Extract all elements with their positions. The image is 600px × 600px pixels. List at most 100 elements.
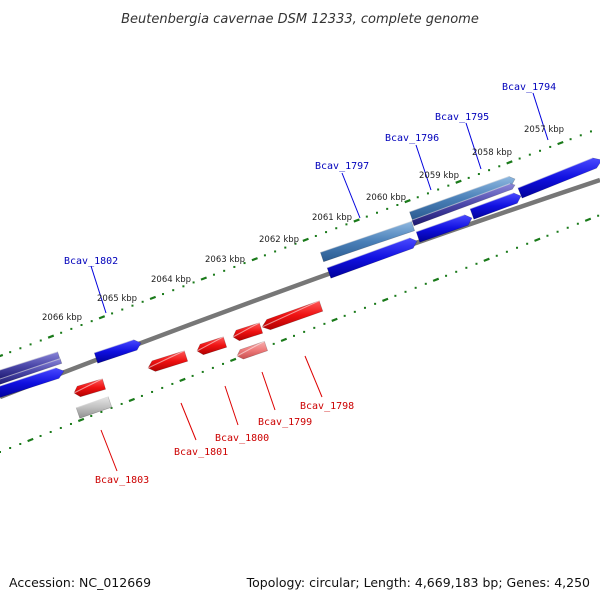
gene-bcav-1800[interactable] xyxy=(196,336,228,356)
minor-tick xyxy=(211,366,214,369)
major-tick xyxy=(382,297,389,302)
major-tick xyxy=(98,315,106,320)
minor-tick xyxy=(233,265,236,268)
minor-tick xyxy=(303,330,306,333)
leader-line xyxy=(304,355,323,398)
gene-bcav-1803-pseudo[interactable] xyxy=(75,396,113,419)
minor-tick xyxy=(161,386,164,389)
minor-tick xyxy=(90,320,93,323)
gene-bcav-1795[interactable] xyxy=(469,192,522,220)
minor-tick xyxy=(566,226,569,229)
gene-bcav-1798[interactable] xyxy=(261,300,324,331)
minor-tick xyxy=(222,362,225,365)
major-tick xyxy=(27,437,34,443)
major-tick xyxy=(128,397,135,403)
upper-scale-ticks xyxy=(0,130,592,358)
gene-label-bcav-1798[interactable]: Bcav_1798 xyxy=(300,401,354,412)
minor-tick xyxy=(191,374,194,377)
minor-tick xyxy=(526,242,529,245)
gene-bcav-1799-a[interactable] xyxy=(232,322,264,342)
leader-line xyxy=(90,265,107,314)
major-tick xyxy=(0,353,4,358)
minor-tick xyxy=(263,254,266,257)
minor-tick xyxy=(437,188,440,191)
minor-tick xyxy=(140,394,143,397)
label-leader-lines xyxy=(90,92,549,472)
leader-line xyxy=(224,385,239,426)
major-tick xyxy=(455,179,462,184)
minor-tick xyxy=(488,169,491,172)
leader-line xyxy=(180,402,197,441)
scale-label: 2059 kbp xyxy=(419,171,459,181)
gene-label-bcav-1797[interactable]: Bcav_1797 xyxy=(315,161,369,172)
minor-tick xyxy=(465,266,468,269)
gene-bcav-1796[interactable] xyxy=(415,214,473,243)
minor-tick xyxy=(467,176,470,179)
major-tick xyxy=(179,377,186,383)
minor-tick xyxy=(19,442,22,445)
gene-label-bcav-1802[interactable]: Bcav_1802 xyxy=(64,256,118,267)
minor-tick xyxy=(447,184,450,187)
gene-label-bcav-1796[interactable]: Bcav_1796 xyxy=(385,133,439,144)
major-tick xyxy=(149,295,157,301)
minor-tick xyxy=(111,312,114,315)
minor-tick xyxy=(243,262,246,265)
scale-label: 2057 kbp xyxy=(524,125,564,135)
minor-tick xyxy=(60,331,63,334)
gene-bcav-1803[interactable] xyxy=(73,378,106,398)
minor-tick xyxy=(505,250,508,253)
minor-tick xyxy=(39,339,42,342)
gene-left-overlay-dark[interactable] xyxy=(0,358,63,386)
scale-labels: 2057 kbp 2058 kbp 2059 kbp 2060 kbp 2061… xyxy=(42,125,564,323)
leader-line xyxy=(341,172,361,219)
minor-tick xyxy=(546,234,549,237)
gene-bcav-1794[interactable] xyxy=(517,157,600,199)
gene-label-bcav-1795[interactable]: Bcav_1795 xyxy=(435,112,489,123)
minor-tick xyxy=(528,153,531,156)
gene-bcav-1797[interactable] xyxy=(326,237,418,279)
minor-tick xyxy=(424,282,427,285)
minor-tick xyxy=(516,246,519,249)
gene-bcav-1797-overlay[interactable] xyxy=(320,220,415,263)
minor-tick xyxy=(120,402,123,405)
scale-label: 2065 kbp xyxy=(97,294,137,304)
gene-bcav-1801[interactable] xyxy=(147,350,189,372)
scale-label: 2062 kbp xyxy=(259,235,299,245)
scale-label: 2061 kbp xyxy=(312,213,352,223)
minor-tick xyxy=(182,285,185,288)
minor-tick xyxy=(365,215,368,218)
gene-bcav-1802[interactable] xyxy=(93,339,142,364)
minor-tick xyxy=(345,223,348,226)
gene-bcav-1795-overlay[interactable] xyxy=(409,175,516,221)
minor-tick xyxy=(375,211,378,214)
major-tick xyxy=(353,218,360,223)
minor-tick xyxy=(49,430,52,433)
minor-tick xyxy=(192,281,195,284)
gene-bcav-1799-b[interactable] xyxy=(236,340,268,360)
genome-title: Beutenbergia cavernae DSM 12333, complet… xyxy=(121,12,479,27)
gene-label-bcav-1794[interactable]: Bcav_1794 xyxy=(502,82,556,93)
gene-label-bcav-1800[interactable]: Bcav_1800 xyxy=(215,433,269,444)
minor-tick xyxy=(313,326,316,329)
gene-left-forward[interactable] xyxy=(0,367,65,398)
gene-label-bcav-1803[interactable]: Bcav_1803 xyxy=(95,475,149,486)
minor-tick xyxy=(294,242,297,245)
gene-label-bcav-1799[interactable]: Bcav_1799 xyxy=(258,417,312,428)
minor-tick xyxy=(589,130,592,133)
major-tick xyxy=(483,257,490,262)
minor-tick xyxy=(131,304,134,307)
scale-label: 2066 kbp xyxy=(42,313,82,323)
minor-tick xyxy=(394,294,397,297)
gene-label-bcav-1801[interactable]: Bcav_1801 xyxy=(174,447,228,458)
major-tick xyxy=(47,334,55,339)
minor-tick xyxy=(171,382,174,385)
minor-tick xyxy=(69,422,72,425)
minor-tick xyxy=(445,274,448,277)
minor-tick xyxy=(141,300,144,303)
minor-tick xyxy=(475,262,478,265)
major-tick xyxy=(77,417,85,423)
gene-bcav-1796-overlay[interactable] xyxy=(411,183,516,227)
minor-tick xyxy=(477,173,480,176)
accession-text: Accession: NC_012669 xyxy=(9,575,151,590)
